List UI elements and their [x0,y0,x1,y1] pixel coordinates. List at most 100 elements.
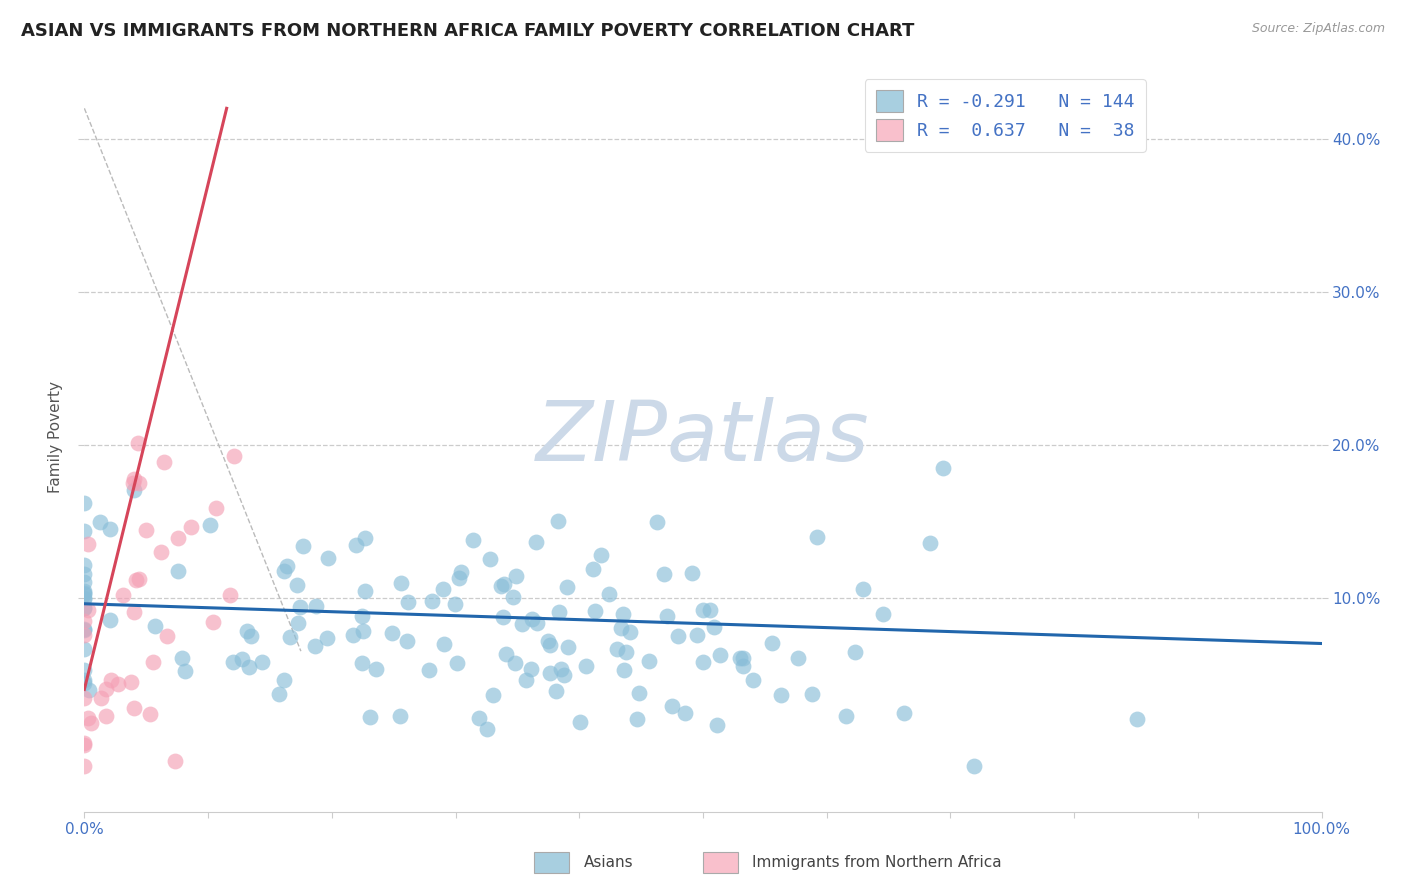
Point [801,687,824,701]
Point [100,673,122,687]
Point [152,455,174,469]
Point [391,576,413,591]
Point [128,572,150,586]
Point [478,552,501,566]
Point [613,664,636,678]
Point [239,629,262,643]
Point [589,548,612,562]
Point [316,551,339,566]
Point [555,580,578,594]
Point [666,629,689,643]
Point [703,619,725,633]
Point [73,628,96,642]
Point [139,706,162,721]
Point [231,652,253,666]
Point [583,604,606,618]
Point [510,616,533,631]
Point [150,545,173,559]
Point [844,645,866,659]
Point [477,722,499,736]
Point [198,517,221,532]
Point [524,535,547,549]
Point [450,565,472,579]
Point [89,515,111,529]
Point [1126,712,1149,726]
Point [163,754,186,768]
Point [626,712,648,726]
Point [489,579,512,593]
Point [962,759,984,773]
Point [122,700,145,714]
Point [733,659,755,673]
Point [269,687,291,701]
Point [236,624,259,638]
Point [222,655,245,669]
Point [94,709,117,723]
Point [73,736,96,750]
Text: Immigrants from Northern Africa: Immigrants from Northern Africa [752,855,1002,870]
Point [128,475,150,490]
Point [872,607,894,622]
FancyBboxPatch shape [534,852,569,873]
Point [692,603,714,617]
Point [505,569,527,583]
Point [156,628,179,642]
Point [444,597,467,611]
Point [73,524,96,538]
Point [73,574,96,589]
Point [143,618,166,632]
Point [482,688,505,702]
Point [73,496,96,510]
Point [73,601,96,615]
Point [550,662,572,676]
Point [73,586,96,600]
Point [73,663,96,677]
Point [278,630,301,644]
Point [806,530,828,544]
Point [786,651,808,665]
Point [98,522,121,536]
Point [918,536,941,550]
Point [502,590,524,604]
Point [673,706,696,720]
Point [73,691,96,706]
Point [761,636,783,650]
Point [503,657,526,671]
Point [125,573,148,587]
Point [73,592,96,607]
Point [418,663,440,677]
Point [73,641,96,656]
Point [638,654,661,668]
Point [167,531,190,545]
Point [610,621,633,635]
Point [553,668,575,682]
Point [692,655,714,669]
Point [287,616,309,631]
Point [461,533,484,548]
Point [520,612,543,626]
Point [569,714,592,729]
Point [389,709,412,723]
Point [494,576,516,591]
Point [180,520,202,534]
Y-axis label: Family Poverty: Family Poverty [48,381,63,493]
Point [614,645,637,659]
Point [657,609,679,624]
Point [742,673,765,688]
Point [728,651,751,665]
Point [686,628,709,642]
Point [352,624,374,639]
Text: Asians: Asians [583,855,633,870]
Point [122,605,145,619]
Point [342,628,364,642]
Point [538,665,561,680]
Point [122,483,145,498]
Point [835,708,858,723]
Point [381,626,404,640]
Point [495,647,517,661]
Point [733,651,755,665]
Point [167,564,190,578]
Point [352,608,374,623]
Point [79,716,101,731]
Point [73,583,96,598]
